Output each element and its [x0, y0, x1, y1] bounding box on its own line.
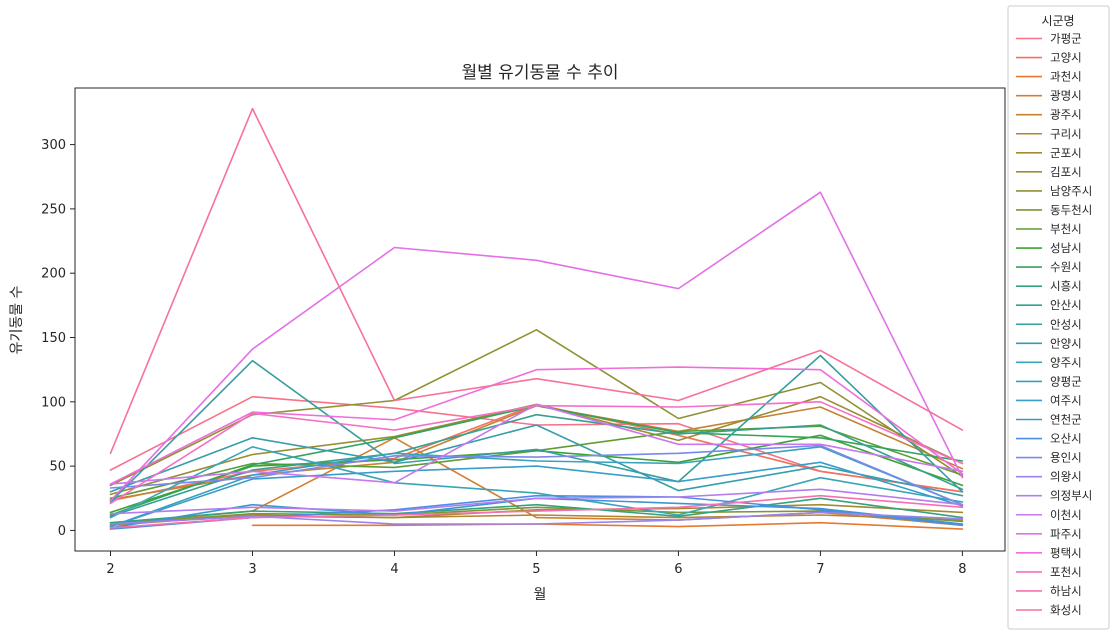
x-tick-label: 6 — [674, 562, 682, 577]
x-axis-label: 월 — [534, 587, 547, 603]
legend-entry: 김포시 — [1050, 165, 1082, 179]
legend-title: 시군명 — [1041, 14, 1074, 28]
legend-entry: 평택시 — [1050, 546, 1082, 560]
legend-entry: 연천군 — [1050, 413, 1082, 427]
x-tick-label: 7 — [816, 562, 824, 577]
y-tick-label: 50 — [49, 460, 66, 475]
series-line-15 — [109, 354, 964, 503]
series-line-24 — [109, 488, 964, 515]
legend-entry: 포천시 — [1050, 565, 1082, 579]
legend-entry: 이천시 — [1050, 508, 1082, 522]
legend-entry: 고양시 — [1050, 51, 1082, 65]
y-tick-label: 250 — [41, 202, 66, 217]
series-line-25 — [109, 403, 964, 485]
x-tick-label: 5 — [532, 562, 540, 577]
legend-entry: 수원시 — [1050, 260, 1082, 274]
legend: 시군명 가평군고양시과천시광명시광주시구리시군포시김포시남양주시동두천시부천시성… — [1007, 5, 1110, 630]
chart-title: 월별 유기동물 수 추이 — [462, 63, 619, 83]
series-line-14 — [109, 413, 964, 518]
plot-frame — [74, 87, 1006, 552]
legend-entry: 시흥시 — [1050, 279, 1082, 293]
legend-entry: 광주시 — [1050, 108, 1082, 122]
legend-entry: 안산시 — [1050, 298, 1082, 312]
legend-entry: 여주시 — [1050, 393, 1082, 407]
series-line-22 — [109, 444, 964, 506]
x-tick-label: 2 — [106, 562, 114, 577]
series-line-11 — [109, 434, 964, 514]
x-tick-label: 3 — [248, 562, 256, 577]
series-line-8 — [109, 329, 964, 487]
series-line-5 — [109, 514, 964, 527]
legend-entry: 남양주시 — [1050, 184, 1092, 198]
legend-entry: 동두천시 — [1050, 203, 1092, 217]
legend-entry: 가평군 — [1050, 32, 1082, 46]
legend-entry: 광명시 — [1050, 89, 1082, 103]
y-tick-label: 150 — [41, 331, 66, 346]
series-line-18 — [109, 446, 964, 528]
series-line-16 — [109, 424, 964, 497]
series-line-28 — [109, 401, 964, 505]
y-tick-label: 100 — [41, 395, 66, 410]
series-line-2 — [251, 521, 964, 530]
legend-entry: 양평군 — [1050, 374, 1082, 388]
y-tick-label: 300 — [41, 138, 66, 153]
series-line-9 — [109, 506, 964, 525]
x-axis: 2 3 4 5 6 7 8 — [106, 551, 967, 577]
legend-entry: 과천시 — [1050, 70, 1082, 84]
y-axis: 0 50 100 150 200 250 300 — [41, 138, 75, 539]
legend-entry: 의왕시 — [1050, 470, 1082, 484]
legend-entry: 성남시 — [1050, 241, 1082, 255]
legend-frame — [1007, 5, 1110, 630]
legend-entry: 부천시 — [1050, 222, 1082, 236]
series-line-10 — [109, 425, 964, 500]
legend-entry: 군포시 — [1050, 146, 1082, 160]
series-line-27 — [109, 366, 964, 485]
legend-entry: 의정부시 — [1050, 489, 1092, 503]
x-tick-label: 4 — [390, 562, 398, 577]
series-line-30 — [109, 107, 964, 455]
y-axis-label: 유기동물 수 — [9, 285, 25, 354]
legend-entry: 안성시 — [1050, 317, 1082, 331]
legend-entry: 안양시 — [1050, 336, 1082, 350]
series-layer — [109, 107, 964, 530]
legend-entry: 하남시 — [1050, 584, 1082, 598]
series-line-23 — [109, 511, 964, 525]
series-line-13 — [109, 497, 964, 524]
legend-entry: 양주시 — [1050, 355, 1082, 369]
series-line-19 — [109, 461, 964, 528]
y-tick-label: 0 — [58, 524, 66, 539]
legend-entry: 구리시 — [1050, 127, 1082, 141]
legend-entry: 화성시 — [1050, 603, 1082, 617]
y-tick-label: 200 — [41, 267, 66, 282]
series-line-29 — [109, 494, 964, 529]
legend-entry: 오산시 — [1050, 432, 1082, 446]
series-line-26 — [109, 191, 964, 502]
series-line-17 — [109, 446, 964, 519]
legend-entry: 파주시 — [1050, 527, 1082, 541]
legend-entry: 용인시 — [1050, 451, 1082, 465]
x-tick-label: 8 — [958, 562, 966, 577]
